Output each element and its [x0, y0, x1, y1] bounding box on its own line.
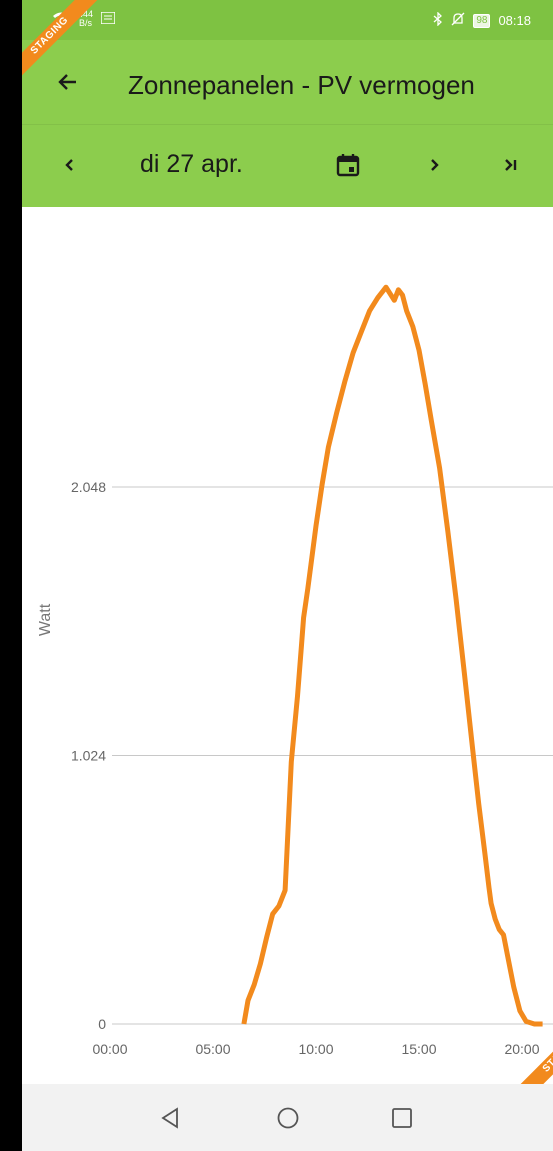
date-navigation-bar: di 27 apr.: [22, 124, 553, 207]
battery-indicator: 98: [473, 13, 491, 28]
chevron-left-icon: [65, 159, 73, 171]
app-screen: 444 B/s 98 08:18 Zonnepanelen - PV vermo…: [22, 0, 553, 1151]
clock: 08:18: [498, 13, 531, 28]
back-button[interactable]: [48, 62, 88, 102]
net-speed-value: 444: [78, 9, 94, 19]
system-navigation-bar: [22, 1084, 553, 1151]
y-tick-label: 0: [98, 1016, 106, 1032]
skip-to-end-icon: [505, 159, 517, 171]
y-axis-label: Watt: [37, 603, 54, 636]
x-tick-label: 00:00: [92, 1041, 127, 1057]
net-speed: 444 B/s: [78, 10, 93, 28]
system-back-button[interactable]: [154, 1102, 186, 1134]
y-axis-ticks: 0 1.024 2.048: [71, 479, 106, 1032]
app-bar: Zonnepanelen - PV vermogen: [22, 40, 553, 124]
bluetooth-icon: [433, 11, 443, 29]
nav-recents-icon: [392, 1108, 412, 1128]
x-axis-ticks: 00:00 05:00 10:00 15:00 20:00: [92, 1041, 539, 1057]
nav-home-icon: [277, 1107, 299, 1129]
mute-icon: [451, 12, 465, 29]
previous-day-button[interactable]: [50, 145, 90, 185]
nav-back-icon: [161, 1107, 178, 1129]
y-tick-label: 1.024: [71, 748, 106, 764]
system-home-button[interactable]: [272, 1102, 304, 1134]
chevron-right-icon: [431, 159, 439, 171]
net-speed-unit: B/s: [79, 18, 93, 28]
next-day-button[interactable]: [414, 145, 454, 185]
calendar-icon: [336, 154, 360, 177]
x-tick-label: 20:00: [504, 1041, 539, 1057]
y-tick-label: 2.048: [71, 479, 106, 495]
date-label[interactable]: di 27 apr.: [140, 150, 243, 178]
page-title: Zonnepanelen - PV vermogen: [128, 70, 475, 100]
x-tick-label: 10:00: [298, 1041, 333, 1057]
status-bar: 444 B/s 98 08:18: [22, 0, 553, 40]
x-tick-label: 05:00: [195, 1041, 230, 1057]
chart-grid: [112, 486, 553, 1025]
system-recents-button[interactable]: [386, 1102, 418, 1134]
back-arrow-icon: [58, 74, 76, 90]
notification-icon: [100, 10, 116, 27]
series-line: [241, 284, 543, 1027]
last-day-button[interactable]: [490, 145, 530, 185]
power-chart: Watt 0 1.024 2.048 00:00 05:00 10:00 15:00 20:…: [37, 284, 553, 1057]
x-tick-label: 15:00: [401, 1041, 436, 1057]
calendar-button[interactable]: [328, 145, 368, 185]
